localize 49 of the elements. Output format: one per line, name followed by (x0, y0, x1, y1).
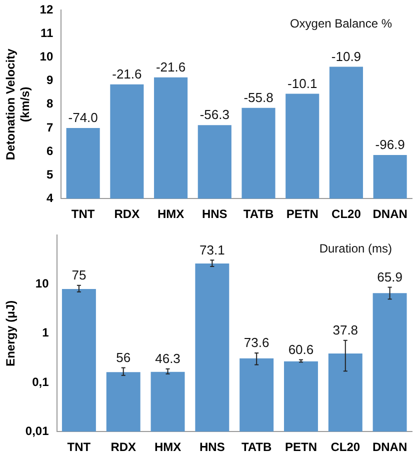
x-tick-label: PETN (284, 440, 317, 454)
x-tick-label: TNT (67, 440, 92, 454)
y-tick-label: 11 (40, 26, 54, 40)
x-tick-label: HMX (157, 207, 184, 222)
y-tick-label: 0,1 (32, 374, 50, 389)
annotation: -10.9 (331, 48, 362, 64)
y-tick-label: 7 (46, 120, 54, 134)
y-axis-title: Detonation Velocity (km/s) (4, 48, 32, 160)
annotation: 46.3 (155, 350, 180, 366)
annotation: 75 (72, 267, 86, 282)
x-tick-label: DNAN (372, 440, 408, 454)
annotation: 37.8 (332, 322, 358, 338)
x-tick-label: PETN (286, 207, 318, 222)
y-tick-label: 5 (46, 167, 54, 182)
y-tick-label: 8 (46, 96, 54, 111)
annotation: -96.9 (375, 137, 405, 152)
annotation: -56.3 (200, 107, 230, 122)
y-tick-label: 1 (42, 326, 50, 340)
annotation: 60.6 (288, 342, 314, 357)
x-tick-label: DNAN (372, 207, 408, 222)
y-tick-label: 6 (46, 144, 54, 158)
annotation: -10.1 (288, 76, 318, 91)
annotation: Duration (ms) (319, 242, 392, 256)
annotation: 56 (116, 350, 131, 365)
annotation: -74.0 (68, 110, 98, 126)
y-tick-label: 12 (40, 2, 54, 17)
annotation: 65.9 (377, 269, 402, 284)
annotation: 73.1 (200, 242, 225, 258)
x-tick-label: HMX (154, 440, 182, 454)
x-tick-label: TATB (243, 207, 274, 222)
x-tick-label: CL20 (332, 207, 362, 222)
annotation: -21.6 (156, 59, 186, 74)
y-axis-title: Energy (μJ) (4, 300, 18, 366)
annotation: -55.8 (244, 90, 274, 106)
x-tick-label: CL20 (330, 440, 360, 454)
y-tick-label: 10 (40, 50, 54, 64)
y-tick-label: 4 (46, 190, 54, 205)
x-tick-label: TATB (241, 440, 272, 454)
y-tick-label: 0,01 (25, 424, 50, 438)
annotation: -21.6 (112, 66, 142, 82)
x-tick-label: HNS (202, 207, 228, 222)
y-tick-label: 9 (46, 73, 54, 88)
x-tick-label: RDX (110, 440, 136, 454)
x-tick-label: HNS (200, 440, 225, 454)
annotation: Oxygen Balance % (290, 16, 392, 31)
y-tick-label: 10 (35, 276, 50, 291)
annotation: 73.6 (244, 335, 270, 350)
x-tick-label: TNT (71, 207, 96, 222)
x-tick-label: RDX (114, 207, 140, 222)
